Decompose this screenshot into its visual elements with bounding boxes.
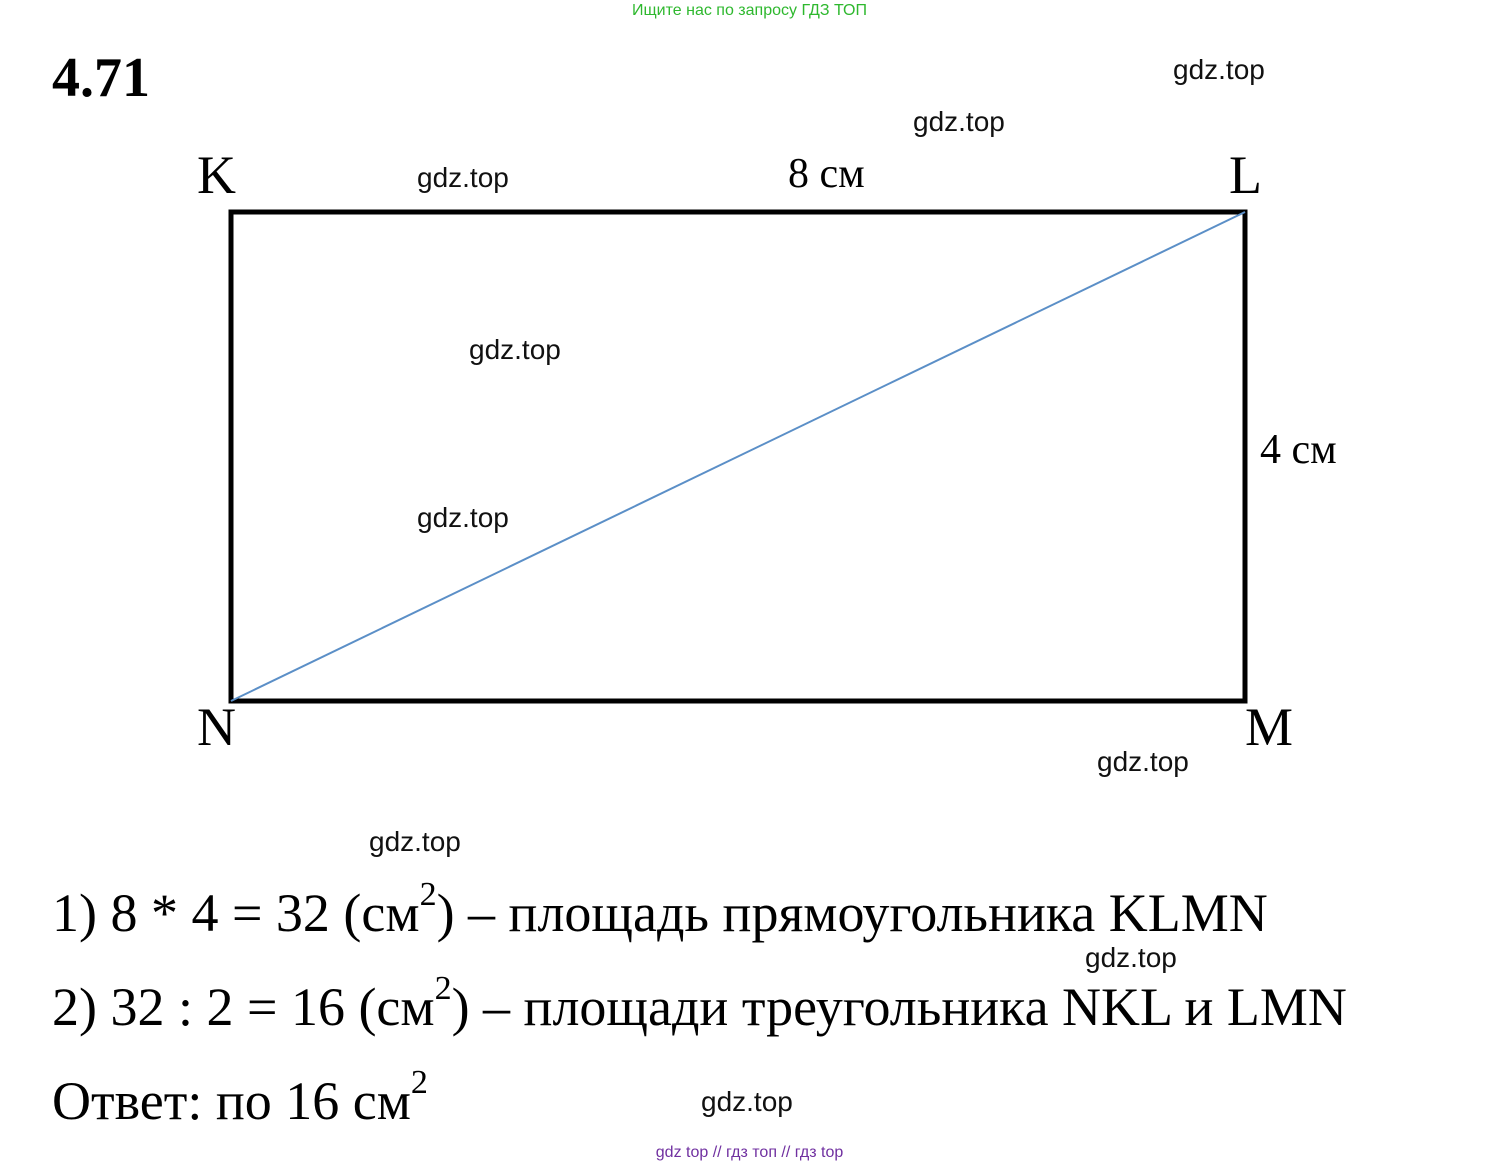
vertex-l-label: L xyxy=(1229,145,1262,205)
answer-superscript: 2 xyxy=(410,1064,428,1101)
solution-step-2: 2) 32 : 2 = 16 (см2) – площади треугольн… xyxy=(52,970,1347,1038)
side-kl-length: 8 см xyxy=(788,151,865,197)
step1-prefix: 1) 8 * 4 = 32 (см xyxy=(52,883,420,943)
step1-superscript: 2 xyxy=(419,876,437,913)
watermark: gdz.top xyxy=(1173,54,1265,85)
solution-step-1: 1) 8 * 4 = 32 (см2) – площадь прямоуголь… xyxy=(52,876,1268,944)
vertex-k-label: K xyxy=(197,145,236,205)
watermark: gdz.top xyxy=(369,826,461,857)
vertex-m-label: M xyxy=(1245,697,1294,757)
watermark: gdz.top xyxy=(1097,746,1189,777)
rectangle-klmn xyxy=(228,209,1248,704)
vertex-n-label: N xyxy=(197,697,236,757)
step1-suffix: ) – площадь прямоугольника KLMN xyxy=(436,883,1268,943)
watermark: gdz.top xyxy=(417,502,509,533)
watermark: gdz.top xyxy=(913,106,1005,137)
watermark: gdz.top xyxy=(469,334,561,365)
step2-superscript: 2 xyxy=(434,970,452,1007)
side-lm-length: 4 см xyxy=(1260,427,1337,473)
task-number: 4.71 xyxy=(52,47,150,109)
answer-line: Ответ: по 16 см2 xyxy=(52,1064,428,1132)
step2-prefix: 2) 32 : 2 = 16 (см xyxy=(52,977,435,1037)
answer-prefix: Ответ: по 16 см xyxy=(52,1071,411,1131)
watermark: gdz.top xyxy=(701,1086,793,1117)
footer-links: gdz top // гдз топ // гдз top xyxy=(655,1144,844,1161)
watermark: gdz.top xyxy=(1085,942,1177,973)
diagonal-nl xyxy=(230,211,1246,702)
top-banner: Ищите нас по запросу ГДЗ ТОП xyxy=(632,2,867,19)
watermark: gdz.top xyxy=(417,162,509,193)
step2-suffix: ) – площади треугольника NKL и LMN xyxy=(451,977,1347,1037)
